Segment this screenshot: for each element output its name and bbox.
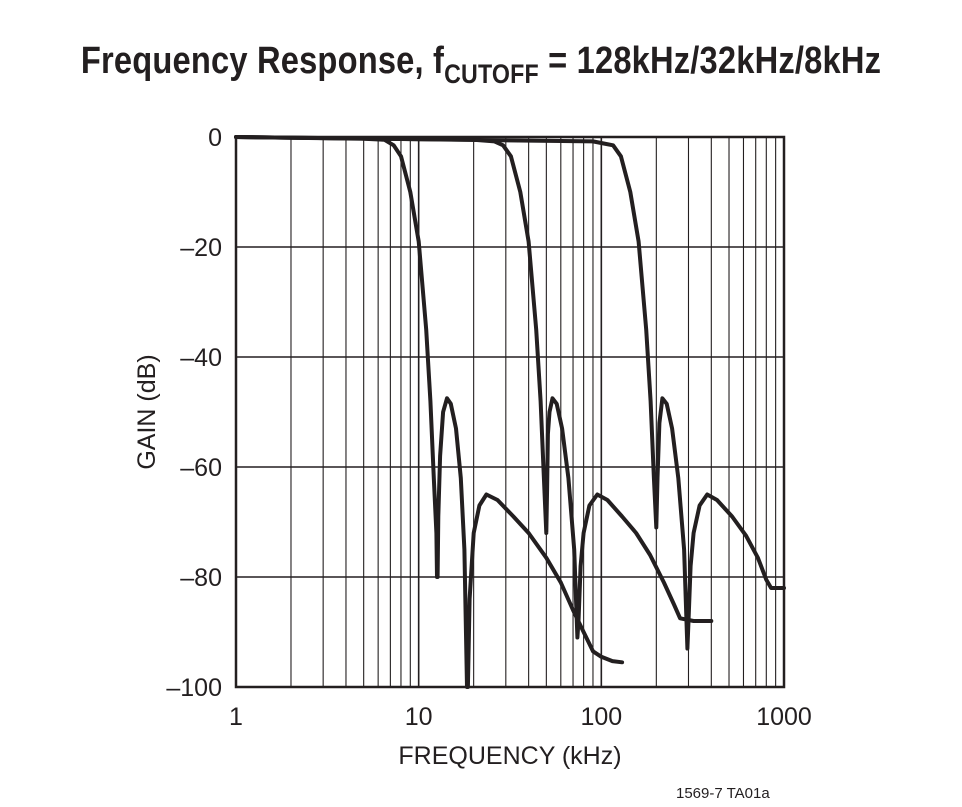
figure-number: 1569-7 TA01a [676,785,770,802]
curves [234,135,786,689]
chart-title-subscript: CUTOFF [444,59,539,89]
y-tick-label: –20 [180,234,222,262]
response-curve-2 [234,135,714,640]
x-tick-label: 1000 [756,703,812,731]
tick-labels: 1 10 100 1000 0 –20 –40 –60 –80 –100 [166,124,811,731]
y-tick-label: –80 [180,564,222,592]
y-tick-label: –40 [180,344,222,372]
plot-frame [234,135,786,689]
y-tick-label: –100 [166,674,222,702]
response-curve-3 [234,135,786,651]
x-tick-label: 100 [580,703,622,731]
y-axis-label: GAIN (dB) [133,354,161,469]
grid [236,137,784,687]
y-tick-label: –60 [180,454,222,482]
response-curve-1 [234,135,625,689]
x-tick-label: 10 [405,703,433,731]
chart-title-main: Frequency Response, f [80,40,445,82]
chart-title-suffix: = 128kHz/32kHz/8kHz [538,40,882,82]
x-tick-label: 1 [229,703,243,731]
y-tick-label: 0 [208,124,222,152]
chart-title: Frequency Response, fCUTOFF = 128kHz/32k… [67,40,894,88]
x-axis-label: FREQUENCY (kHz) [398,742,621,770]
